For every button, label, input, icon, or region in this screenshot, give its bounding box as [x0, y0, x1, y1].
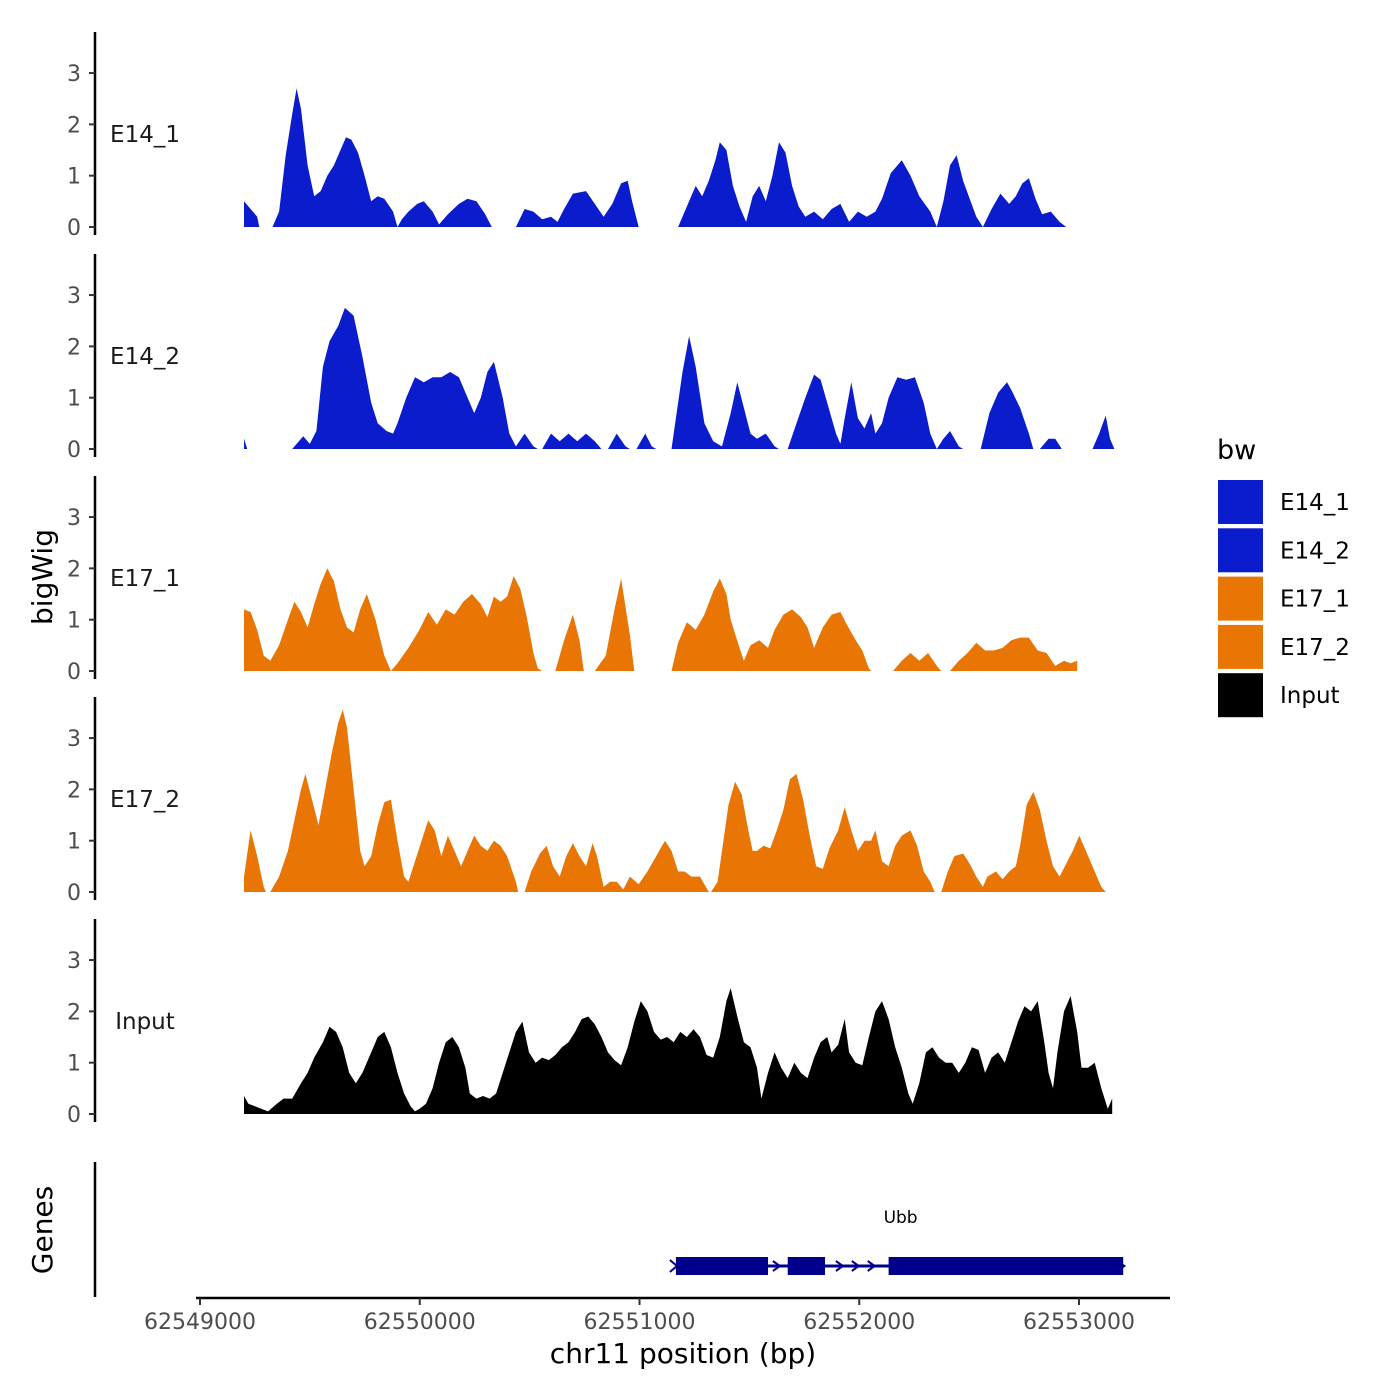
legend-entry-e14_2: E14_2 [1218, 528, 1350, 573]
y-tick-label: 2 [67, 335, 81, 360]
y-tick-label: 1 [67, 165, 81, 190]
y-axis-title: bigWig [26, 529, 59, 625]
signal-area [555, 614, 584, 671]
track-e17_2: 0 1 2 3 E17_2 [67, 697, 1106, 906]
track-label: E17_1 [110, 566, 180, 592]
track-label: Input [115, 1009, 175, 1035]
x-tick-label: 62552000 [803, 1310, 915, 1335]
legend: bw E14_1 E14_2 E17_1 E17_2 Input [1217, 435, 1350, 718]
legend-label: E14_1 [1280, 490, 1350, 516]
signal-area [711, 774, 935, 892]
gene-track-panel: Genes Ubb [26, 1162, 1127, 1297]
strand-arrow [835, 1260, 845, 1272]
track-label: E17_2 [110, 787, 180, 813]
gene-exon [675, 1257, 769, 1275]
legend-swatch [1218, 528, 1263, 573]
gene-exon [787, 1257, 826, 1275]
strand-arrow [772, 1260, 782, 1272]
signal-area [270, 709, 519, 892]
x-tick-label: 62550000 [364, 1310, 476, 1335]
y-tick-label: 3 [67, 284, 81, 309]
signal-area [594, 578, 635, 671]
legend-entry-e14_1: E14_1 [1218, 480, 1350, 524]
legend-entry-input: Input [1218, 673, 1340, 718]
legend-swatch [1218, 576, 1263, 621]
y-tick-label: 0 [67, 216, 81, 241]
legend-label: Input [1280, 683, 1340, 709]
legend-swatch [1218, 480, 1263, 524]
signal-area [950, 637, 1078, 671]
gene-name-label: Ubb [884, 1208, 918, 1228]
track-e17_1: 0 1 2 3 E17_1 [67, 476, 1078, 685]
signal-area [542, 433, 602, 449]
signal-area [244, 438, 248, 449]
signal-area [1039, 438, 1062, 449]
y-tick-label: 1 [67, 387, 81, 412]
x-tick-label: 62549000 [144, 1310, 256, 1335]
signal-tracks: 0 1 2 3 E14_1 0 1 2 3 E14_2 0 1 2 3 E17_1 0 1 2 3 E17_2 0 1 2 3… [67, 32, 1115, 1128]
x-tick-label: 62551000 [584, 1310, 696, 1335]
signal-area [524, 840, 709, 892]
signal-area [678, 142, 1067, 227]
legend-entry-e17_2: E17_2 [1218, 624, 1350, 669]
gene-exon [888, 1257, 1124, 1275]
legend-label: E14_2 [1280, 538, 1350, 564]
signal-area [941, 791, 1106, 892]
signal-area [244, 830, 266, 892]
genes-axis-title: Genes [26, 1186, 59, 1274]
y-tick-label: 0 [67, 881, 81, 906]
legend-swatch [1218, 624, 1263, 669]
signal-area [636, 433, 657, 449]
track-e14_1: 0 1 2 3 E14_1 [67, 32, 1067, 241]
y-tick-label: 1 [67, 830, 81, 855]
signal-area [980, 382, 1034, 449]
y-tick-label: 2 [67, 778, 81, 803]
track-label: E14_1 [110, 122, 180, 148]
signal-area [244, 568, 543, 671]
y-tick-label: 3 [67, 62, 81, 87]
y-tick-label: 1 [67, 609, 81, 634]
x-axis-title: chr11 position (bp) [550, 1337, 816, 1370]
y-tick-label: 2 [67, 113, 81, 138]
track-e14_2: 0 1 2 3 E14_2 [67, 254, 1115, 463]
y-tick-label: 0 [67, 438, 81, 463]
signal-area [1092, 415, 1115, 449]
y-tick-label: 3 [67, 727, 81, 752]
strand-arrow [867, 1260, 877, 1272]
legend-entries: E14_1 E14_2 E17_1 E17_2 Input [1218, 480, 1350, 718]
gene-ubb: Ubb [669, 1208, 1127, 1275]
y-tick-label: 1 [67, 1052, 81, 1077]
strand-arrow [669, 1259, 679, 1273]
x-axis-ticks: 62549000 62550000 62551000 62552000 62553000 [144, 1298, 1135, 1335]
gene-models: Ubb [669, 1208, 1127, 1275]
track-input: 0 1 2 3 Input [67, 919, 1113, 1128]
signal-area [292, 307, 538, 449]
x-axis: 62549000 62550000 62551000 62552000 62553000… [144, 1296, 1170, 1370]
y-tick-label: 0 [67, 1103, 81, 1128]
y-tick-label: 2 [67, 557, 81, 582]
signal-area [244, 988, 1113, 1114]
y-tick-label: 3 [67, 506, 81, 531]
signal-area [893, 653, 942, 671]
signal-area [515, 180, 639, 227]
signal-area [608, 433, 630, 449]
y-tick-label: 3 [67, 949, 81, 974]
legend-title: bw [1217, 435, 1256, 466]
y-tick-label: 2 [67, 1000, 81, 1025]
signal-area [671, 336, 779, 449]
legend-swatch [1218, 673, 1263, 718]
signal-area [272, 88, 492, 228]
legend-label: E17_2 [1280, 635, 1350, 661]
signal-area [244, 201, 260, 227]
signal-area [671, 578, 872, 671]
track-label: E14_2 [110, 344, 180, 370]
strand-arrow [851, 1260, 861, 1272]
legend-label: E17_1 [1280, 587, 1350, 613]
legend-entry-e17_1: E17_1 [1218, 576, 1350, 621]
signal-area [787, 374, 964, 449]
x-tick-label: 62553000 [1023, 1310, 1135, 1335]
y-tick-label: 0 [67, 660, 81, 685]
strand-arrow [1120, 1262, 1127, 1270]
